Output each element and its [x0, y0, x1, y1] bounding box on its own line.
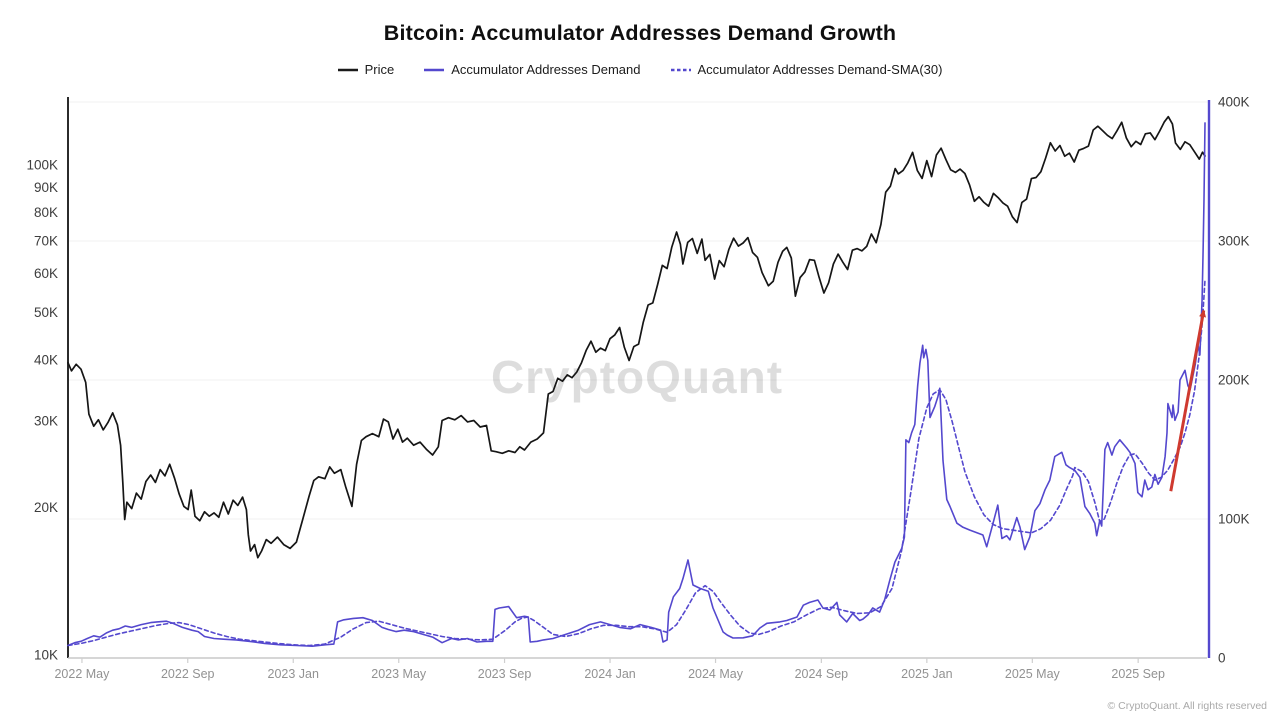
legend-label: Accumulator Addresses Demand-SMA(30) [697, 62, 943, 77]
demand-sma-line [67, 279, 1206, 647]
left-axis-tick-label: 50K [34, 305, 58, 320]
watermark: CryptoQuant [491, 351, 783, 403]
x-tick-label: 2023 Jan [268, 667, 319, 681]
left-axis-tick-label: 60K [34, 266, 58, 281]
left-axis-tick-label: 90K [34, 180, 58, 195]
x-tick-label: 2024 Sep [795, 667, 849, 681]
x-tick-label: 2025 Jan [901, 667, 952, 681]
left-axis-tick-label: 80K [34, 205, 58, 220]
right-axis-tick-label: 0 [1218, 651, 1226, 666]
right-axis-labels: 0 100K 200K 300K 400K [1218, 95, 1250, 666]
chart-title: Bitcoin: Accumulator Addresses Demand Gr… [383, 21, 897, 45]
x-tick-label: 2025 May [1005, 667, 1061, 681]
copyright-text: © CryptoQuant. All rights reserved [1107, 700, 1267, 712]
left-axis-tick-label: 20K [34, 500, 58, 515]
x-tick-label: 2023 Sep [478, 667, 532, 681]
trend-arrow [1169, 309, 1207, 492]
left-axis-labels: 10K 20K 30K 40K 50K 60K 70K 80K 90K 100K [26, 158, 58, 663]
right-axis-tick-label: 300K [1218, 234, 1250, 249]
legend: Price Accumulator Addresses Demand Accumul… [0, 62, 1280, 77]
axes [67, 97, 1211, 659]
legend-swatch-line [424, 68, 445, 71]
legend-swatch-line [670, 68, 691, 71]
x-tick-label: 2023 May [371, 667, 427, 681]
x-tick-label: 2024 Jan [584, 667, 635, 681]
right-axis-tick-label: 400K [1218, 95, 1250, 110]
demand-series-line [67, 122, 1206, 648]
left-axis-tick-label: 10K [34, 648, 58, 663]
legend-label: Price [364, 62, 395, 77]
right-axis-tick-label: 100K [1218, 512, 1250, 527]
x-tick-label: 2022 May [54, 667, 110, 681]
legend-item-price[interactable]: Price [337, 62, 395, 77]
x-tick-label: 2024 May [688, 667, 744, 681]
left-axis-tick-label: 30K [34, 414, 58, 429]
left-axis-tick-label: 100K [26, 158, 58, 173]
legend-item-accumulator-addresses-demand[interactable]: Accumulator Addresses Demand [424, 62, 641, 77]
gridlines [68, 101, 1209, 520]
price-series-line [67, 115, 1206, 559]
left-axis-tick-label: 70K [34, 233, 58, 248]
x-tick-label: 2022 Sep [161, 667, 215, 681]
right-axis-tick-label: 200K [1218, 373, 1250, 388]
x-tick-label: 2025 Sep [1111, 667, 1165, 681]
legend-item-accumulator-addresses-demand-sma-30-[interactable]: Accumulator Addresses Demand-SMA(30) [670, 62, 943, 77]
legend-swatch-line [337, 68, 358, 71]
left-axis-tick-label: 40K [34, 352, 58, 367]
legend-label: Accumulator Addresses Demand [451, 62, 641, 77]
x-axis: 2022 May 2022 Sep 2023 Jan 2023 May 2023 Sep… [54, 658, 1165, 681]
